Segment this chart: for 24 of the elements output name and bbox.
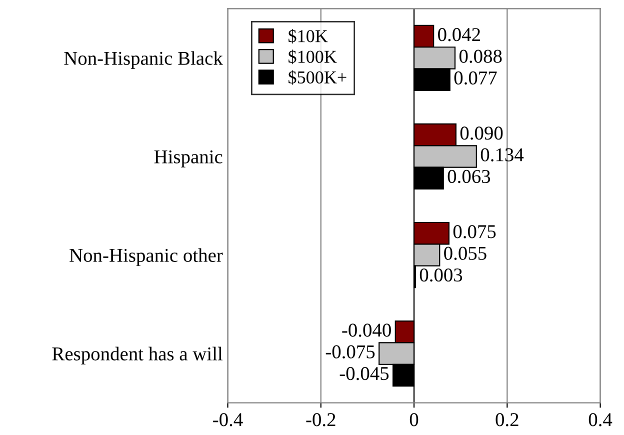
- data-label: 0.003: [420, 268, 462, 282]
- y-tick-label: Non-Hispanic Black: [64, 51, 223, 69]
- data-label: 0.063: [448, 170, 490, 184]
- data-label: 0.042: [438, 28, 480, 42]
- data-label: -0.040: [342, 324, 391, 337]
- data-label: 0.075: [453, 225, 496, 238]
- data-label: 0.055: [444, 246, 486, 260]
- x-tick-label: 0: [410, 413, 418, 426]
- data-label: 0.077: [454, 71, 497, 85]
- data-label: -0.075: [326, 345, 375, 358]
- data-label: 0.134: [480, 148, 524, 162]
- legend-label: $10K: [288, 29, 328, 44]
- data-label: 0.088: [459, 50, 502, 63]
- x-tick-label: 0.4: [588, 413, 612, 426]
- y-tick-label: Hispanic: [154, 150, 222, 168]
- x-tick-label: -0.2: [306, 413, 336, 426]
- data-label: 0.090: [460, 126, 503, 140]
- x-tick-label: -0.4: [213, 413, 243, 426]
- y-tick-label: Non-Hispanic other: [70, 248, 223, 266]
- y-tick-label: Respondent has a will: [52, 346, 223, 364]
- legend-label: $100K: [288, 50, 337, 64]
- legend-label: $500K+: [288, 70, 346, 85]
- x-tick-label: 0.2: [496, 413, 518, 426]
- data-label: -0.045: [340, 366, 389, 380]
